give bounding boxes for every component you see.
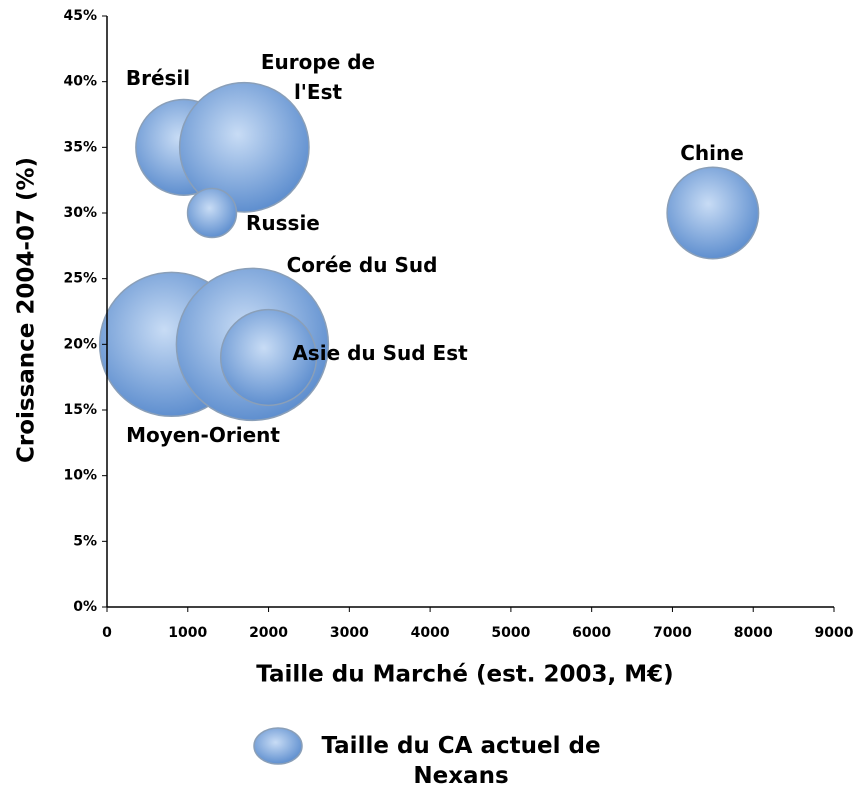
bubble	[666, 166, 760, 260]
x-axis-title: Taille du Marché (est. 2003, M€)	[256, 662, 673, 688]
data-label: Brésil	[125, 66, 191, 90]
x-tick-label: 0	[102, 625, 112, 641]
plot-area	[98, 81, 760, 422]
y-tick-label: 15%	[63, 402, 97, 418]
x-tick-label: 8000	[734, 625, 773, 641]
y-tick-label: 10%	[63, 468, 97, 484]
data-label: Corée du Sud	[286, 253, 438, 277]
data-label: Russie	[246, 211, 320, 235]
legend-marker	[253, 727, 303, 765]
y-tick-label: 45%	[63, 8, 97, 24]
legend-label: Taille du CA actuel de Nexans	[321, 733, 601, 789]
y-tick-label: 40%	[63, 74, 97, 90]
x-tick-label: 9000	[815, 625, 854, 641]
x-tick-label: 7000	[653, 625, 692, 641]
y-tick-label: 5%	[73, 533, 97, 549]
data-label: Chine	[680, 141, 744, 165]
y-axis-title: Croissance 2004-07 (%)	[14, 157, 40, 463]
y-tick-label: 0%	[73, 599, 97, 615]
data-label: Moyen-Orient	[126, 423, 280, 447]
bubble	[219, 308, 318, 407]
bubble	[178, 81, 310, 213]
y-tick-label: 30%	[63, 205, 97, 221]
x-tick-label: 4000	[411, 625, 450, 641]
y-tick-label: 25%	[63, 271, 97, 287]
x-tick-label: 6000	[572, 625, 611, 641]
x-tick-label: 2000	[249, 625, 288, 641]
x-tick-label: 5000	[491, 625, 530, 641]
y-tick-label: 35%	[63, 139, 97, 155]
bubble	[186, 187, 238, 239]
data-label: Europe de l'Est	[260, 50, 376, 104]
data-label: Asie du Sud Est	[292, 341, 468, 365]
y-tick-label: 20%	[63, 336, 97, 352]
x-tick-label: 3000	[330, 625, 369, 641]
x-tick-label: 1000	[168, 625, 207, 641]
